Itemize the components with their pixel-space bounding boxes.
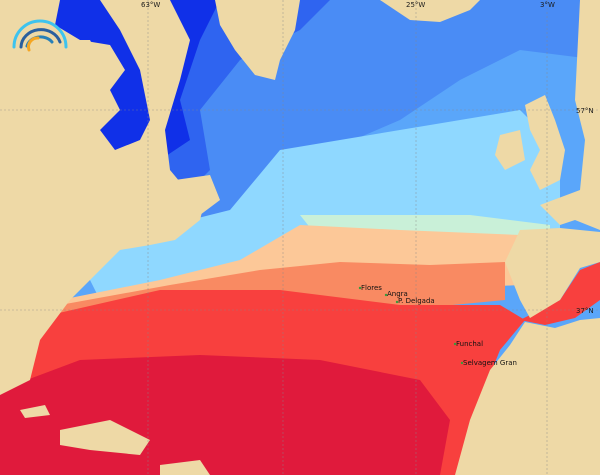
land-greenland [215, 0, 300, 80]
ocean-band-deep-red [0, 355, 450, 475]
lon-label: 3°W [540, 1, 555, 9]
land-newfoundland [175, 175, 220, 215]
place-marker [358, 286, 362, 290]
logo-middle-arc [19, 28, 62, 49]
place-label-funchal[interactable]: Funchal [456, 340, 483, 348]
place-marker [384, 293, 388, 297]
place-label-angra[interactable]: Angra [387, 290, 408, 298]
land-europe [540, 0, 600, 230]
lat-label: 37°N [576, 307, 594, 315]
land-iberia-africa [455, 228, 600, 475]
wave-arc-logo [12, 19, 68, 52]
logo-orange-arc [27, 36, 40, 52]
land-iceland [380, 0, 480, 22]
place-marker [395, 300, 399, 304]
land-north-america [0, 0, 210, 395]
place-markers [358, 286, 464, 365]
logo-outer-arc [12, 19, 68, 49]
land-caribbean [20, 405, 210, 475]
place-marker [460, 361, 464, 365]
land-uk-ireland [495, 95, 565, 190]
place-marker [453, 342, 457, 346]
place-label-p-delgada[interactable]: P. Delgada [398, 297, 435, 305]
land-canada-north [40, 40, 100, 80]
lon-label: 25°W [406, 1, 425, 9]
lat-label: 57°N [576, 107, 594, 115]
lon-label: 63°W [141, 1, 160, 9]
ocean-band-cyan [80, 110, 560, 300]
ocean-med-sea [520, 262, 600, 325]
place-label-flores[interactable]: Flores [361, 284, 382, 292]
place-label-selvagem-gran[interactable]: Selvagem Gran [463, 359, 517, 367]
